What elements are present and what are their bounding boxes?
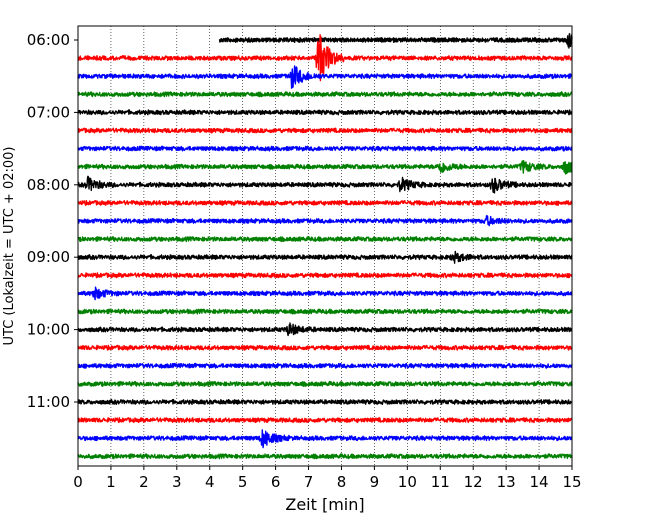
x-tick-label: 13 bbox=[497, 473, 516, 491]
trace-0830 bbox=[77, 215, 573, 227]
trace-0600 bbox=[218, 33, 573, 49]
trace-0700 bbox=[77, 109, 573, 116]
plot-frame bbox=[77, 25, 573, 467]
trace-0845 bbox=[77, 236, 573, 243]
trace-1145 bbox=[77, 453, 573, 460]
trace-0730 bbox=[77, 145, 573, 152]
x-tick-label: 11 bbox=[431, 473, 450, 491]
trace-0615 bbox=[77, 34, 573, 82]
trace-1000 bbox=[77, 322, 573, 337]
x-tick-label: 12 bbox=[464, 473, 483, 491]
x-tick-label: 5 bbox=[238, 473, 248, 491]
x-tick-label: 9 bbox=[370, 473, 380, 491]
x-tick-label: 15 bbox=[562, 473, 581, 491]
trace-0930 bbox=[77, 286, 573, 301]
y-tick-label: 11:00 bbox=[27, 393, 70, 411]
y-axis-ticks: 06:00 07:00 08:00 09:00 10:00 11:00 bbox=[27, 31, 78, 411]
y-tick-label: 08:00 bbox=[27, 176, 70, 194]
x-tick-label: 2 bbox=[139, 473, 149, 491]
x-tick-label: 14 bbox=[530, 473, 549, 491]
x-tick-label: 0 bbox=[73, 473, 83, 491]
y-tick-label: 09:00 bbox=[27, 248, 70, 266]
x-tick-label: 7 bbox=[304, 473, 314, 491]
y-tick-label: 07:00 bbox=[27, 103, 70, 121]
trace-1015 bbox=[77, 344, 573, 351]
trace-0815 bbox=[77, 199, 573, 206]
trace-0945 bbox=[77, 308, 573, 315]
y-axis-label: UTC (Lokalzeit = UTC + 02:00) bbox=[2, 147, 17, 346]
trace-1115 bbox=[77, 417, 573, 424]
trace-0715 bbox=[77, 127, 573, 134]
x-tick-label: 1 bbox=[106, 473, 116, 491]
trace-1130 bbox=[77, 429, 573, 449]
trace-0745 bbox=[77, 160, 573, 175]
trace-0645 bbox=[77, 91, 573, 98]
traces bbox=[77, 33, 573, 460]
trace-0800 bbox=[77, 175, 573, 194]
x-tick-label: 8 bbox=[337, 473, 347, 491]
x-tick-label: 10 bbox=[398, 473, 417, 491]
grid bbox=[110, 26, 540, 466]
trace-1100 bbox=[77, 398, 573, 405]
x-tick-label: 6 bbox=[271, 473, 281, 491]
x-tick-label: 3 bbox=[172, 473, 182, 491]
trace-0630 bbox=[77, 65, 573, 89]
x-axis-ticks: 0 1 2 3 4 5 6 7 8 9 10 11 12 13 14 15 bbox=[73, 466, 582, 491]
trace-0900 bbox=[77, 250, 573, 264]
trace-0915 bbox=[77, 272, 573, 279]
y-tick-label: 06:00 bbox=[27, 31, 70, 49]
x-tick-label: 4 bbox=[205, 473, 215, 491]
trace-1045 bbox=[77, 380, 573, 387]
y-tick-label: 10:00 bbox=[27, 321, 70, 339]
trace-1030 bbox=[77, 362, 573, 369]
x-axis-label: Zeit [min] bbox=[285, 495, 364, 514]
